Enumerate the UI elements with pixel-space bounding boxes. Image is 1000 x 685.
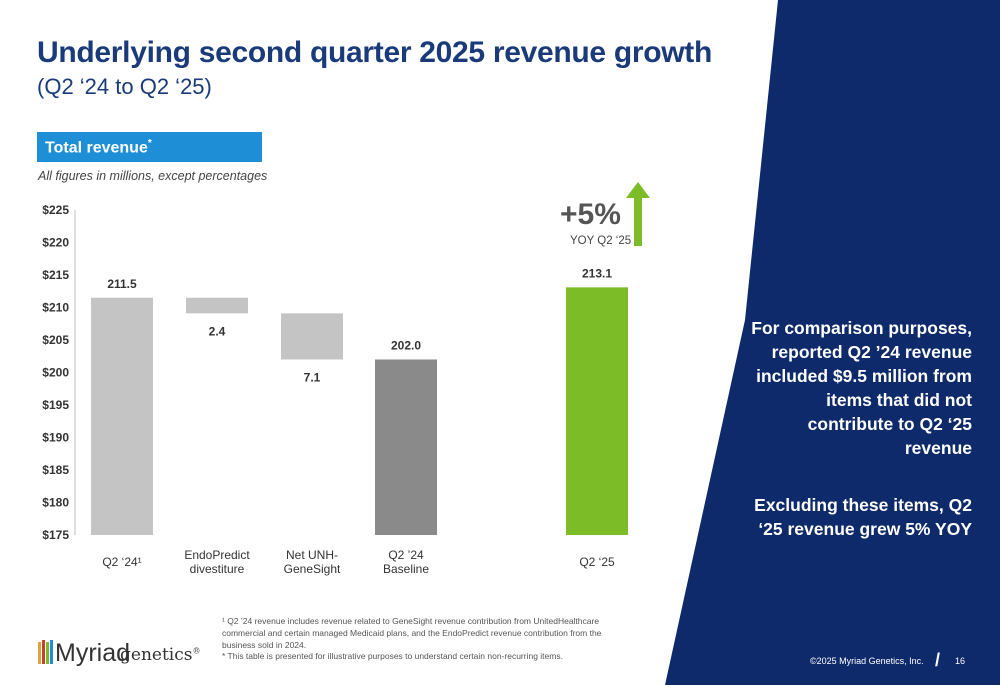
copyright-text: ©2025 Myriad Genetics, Inc.: [810, 656, 924, 666]
page-number: 16: [955, 656, 966, 666]
footnote-2: * This table is presented for illustrati…: [222, 651, 563, 661]
y-tick-label: $220: [42, 236, 69, 250]
data-label: 213.1: [582, 266, 612, 280]
x-category-label: EndoPredict: [184, 548, 250, 562]
bar: [375, 359, 437, 535]
logo-wordmark: Myriad: [55, 639, 131, 667]
y-tick-label: $185: [42, 463, 69, 477]
bar: [186, 297, 248, 314]
x-category-label: Q2 ’24: [388, 548, 424, 562]
bar: [281, 313, 343, 360]
data-label: 2.4: [209, 324, 226, 338]
logo-wordmark-genetics: genetics®: [120, 645, 201, 665]
divider-slash: /: [935, 650, 941, 670]
y-tick-label: $180: [42, 496, 69, 510]
yoy-label: YOY Q2 ‘25: [570, 235, 632, 247]
up-arrow-icon: [626, 182, 650, 246]
x-category-label: GeneSight: [284, 562, 341, 576]
y-tick-label: $200: [42, 366, 69, 380]
data-label: 7.1: [304, 371, 321, 385]
x-category-label: Net UNH-: [286, 548, 338, 562]
y-tick-label: $215: [42, 268, 69, 282]
panel-comparison-text: For comparison purposes, reported Q2 ’24…: [751, 318, 972, 458]
section-header: Total revenue*: [37, 132, 262, 162]
x-category-label: Q2 ‘25: [579, 555, 615, 569]
y-tick-label: $225: [42, 203, 69, 217]
page-subtitle: (Q2 ‘24 to Q2 ‘25): [37, 74, 212, 99]
y-tick-label: $195: [42, 398, 69, 412]
panel-growth-text: Excluding these items, Q2 ‘25 revenue gr…: [754, 495, 972, 539]
y-tick-label: $205: [42, 333, 69, 347]
bar: [91, 297, 153, 535]
footnote-1: ¹ Q2 ’24 revenue includes revenue relate…: [222, 616, 602, 650]
x-category-label: Baseline: [383, 562, 429, 576]
waterfall-chart: $225 $220 $215 $210 $205 $200 $195 $190 $185 $180…: [42, 203, 628, 576]
bar: [566, 287, 628, 535]
x-category-label: divestiture: [190, 562, 245, 576]
x-category-label: Q2 ‘24¹: [102, 555, 141, 569]
y-tick-label: $210: [42, 301, 69, 315]
units-note: All figures in millions, except percenta…: [38, 169, 268, 183]
data-label: 211.5: [107, 277, 137, 291]
yoy-percent: +5%: [560, 198, 621, 231]
data-label: 202.0: [391, 339, 421, 353]
section-label: Total revenue*: [45, 138, 152, 157]
y-tick-label: $190: [42, 431, 69, 445]
myriad-logo-icon: [38, 640, 53, 664]
page-title: Underlying second quarter 2025 revenue g…: [37, 36, 713, 69]
y-tick-label: $175: [42, 528, 69, 542]
